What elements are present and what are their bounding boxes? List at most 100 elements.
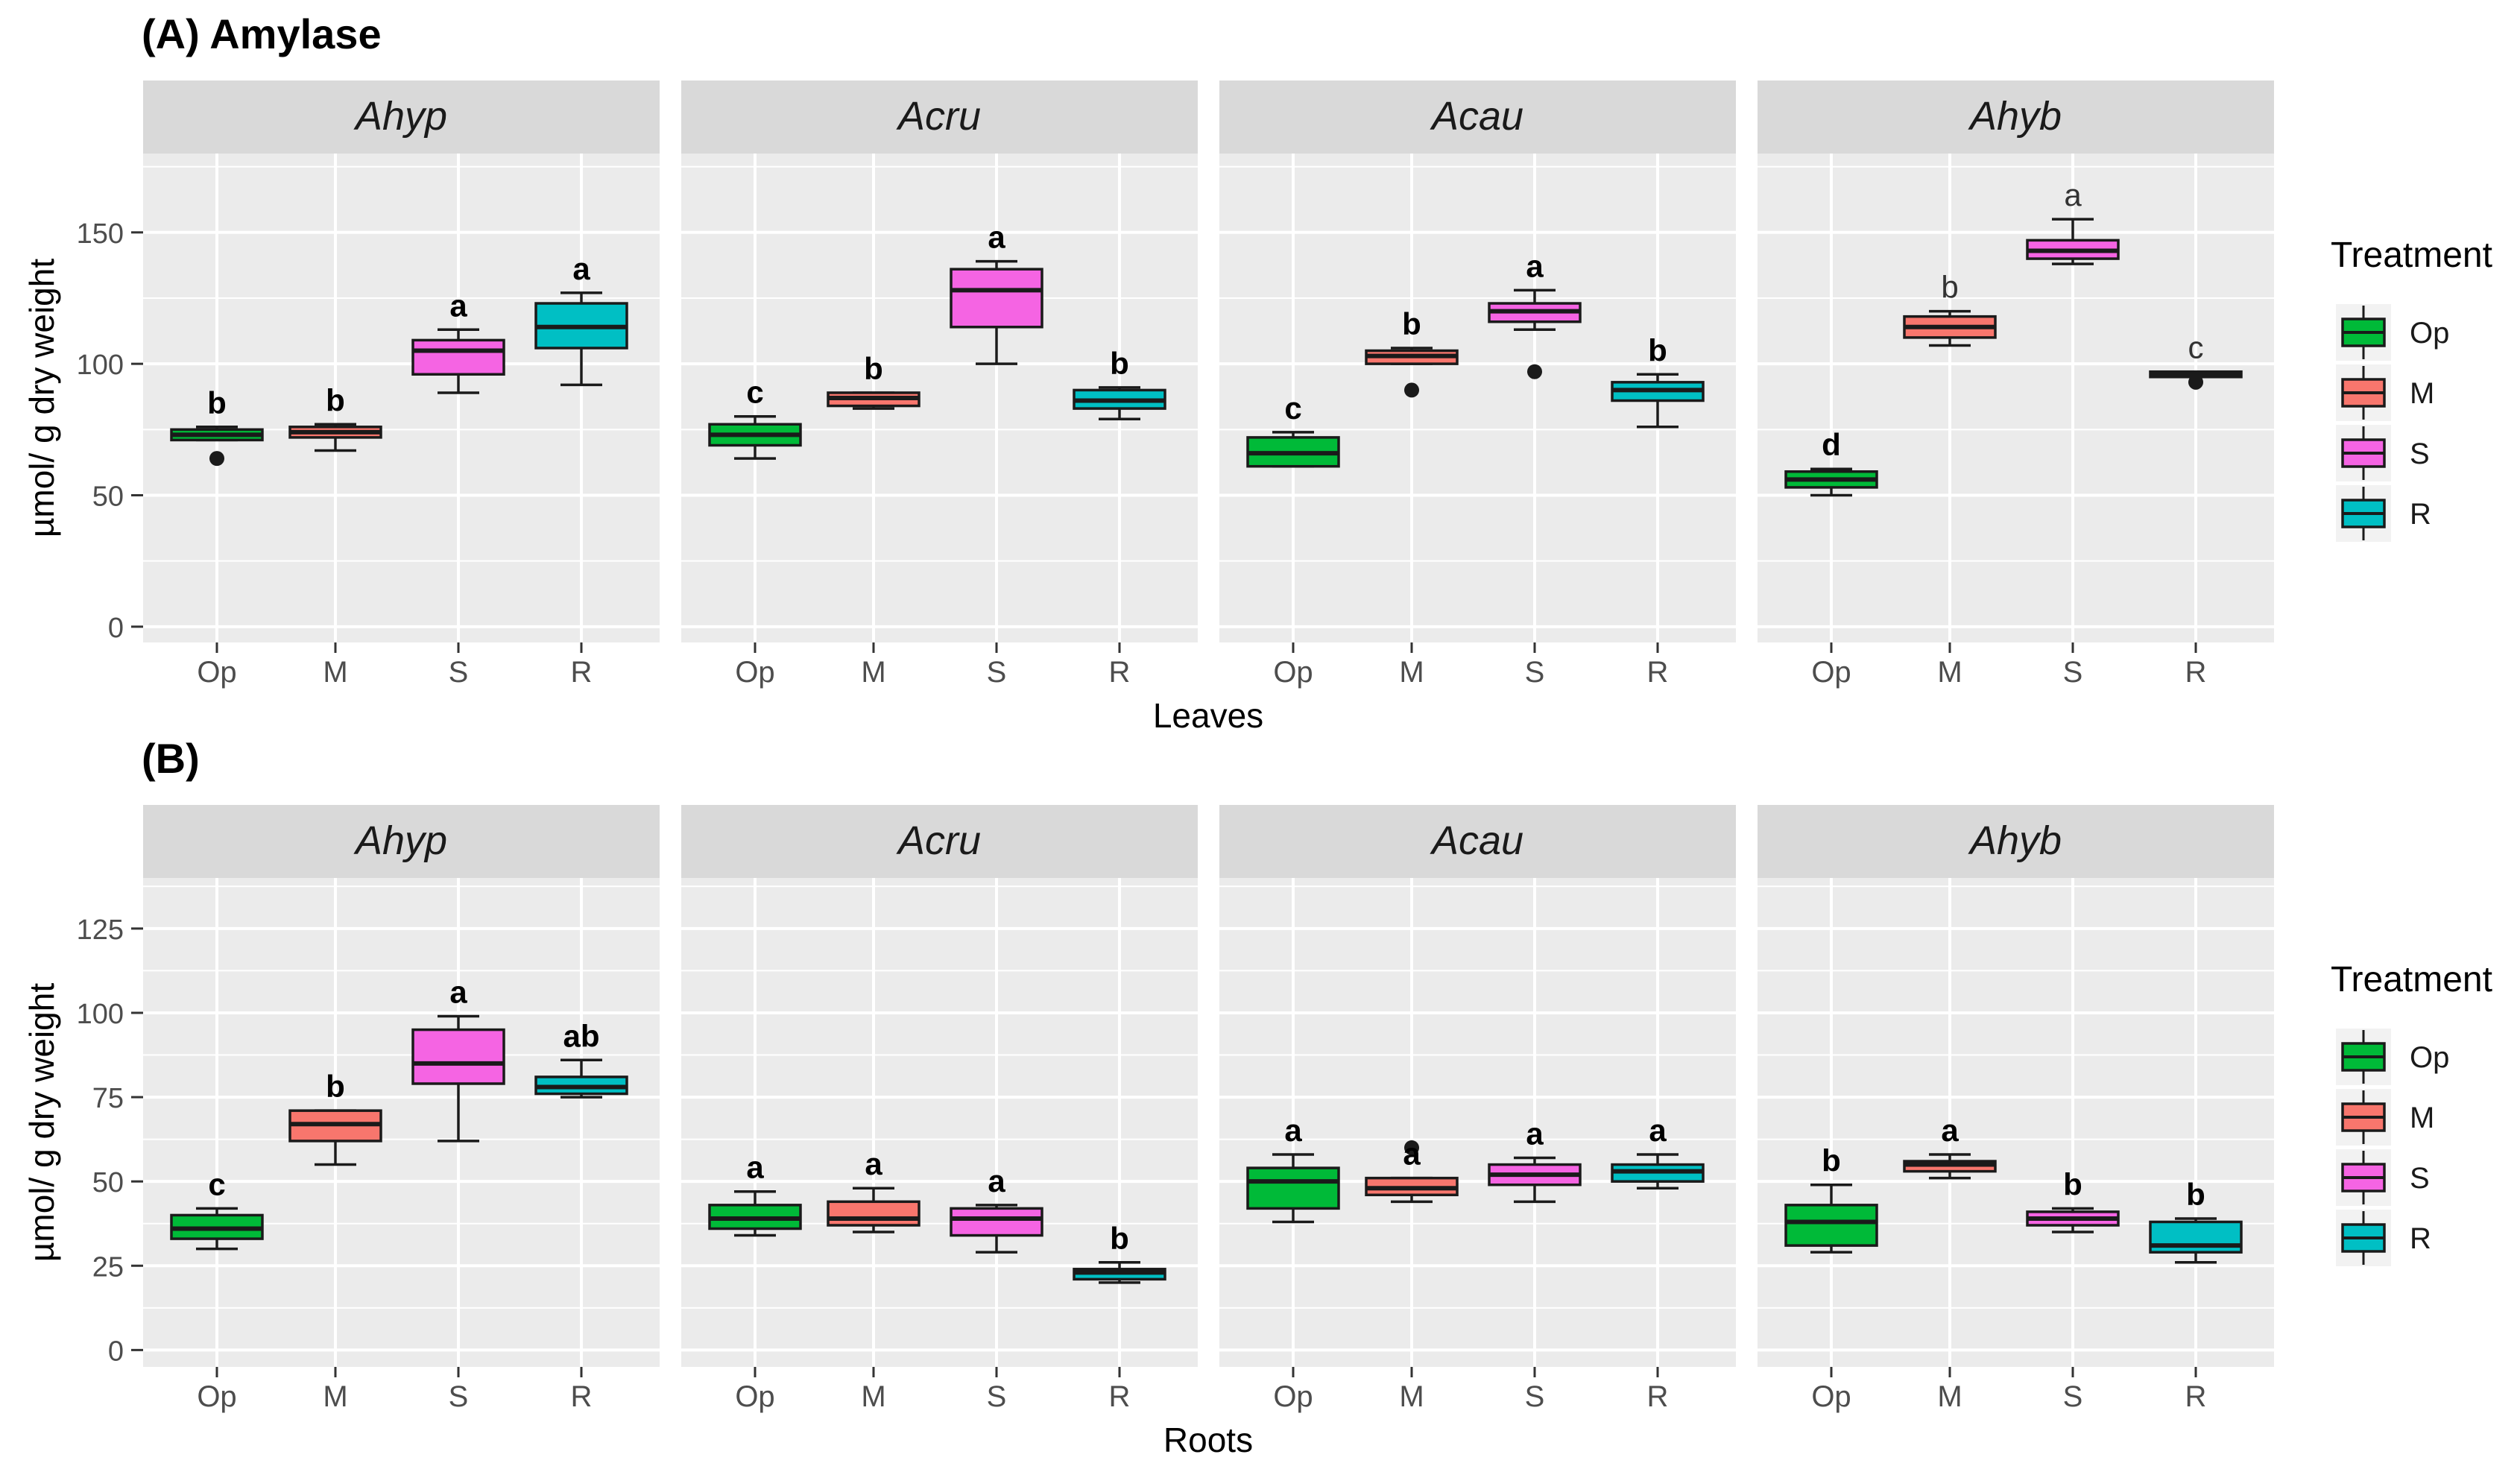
significance-letter: a [1526,248,1544,283]
facet-strip [143,805,660,878]
x-tick-label: Op [197,1380,236,1413]
significance-letter: b [1110,346,1129,381]
significance-letter: c [1284,391,1301,426]
box-s: a [1488,1116,1582,1204]
facet-strip [681,805,1198,878]
box-op: c [170,1166,264,1251]
significance-letter: b [326,382,345,417]
x-tick-label: Op [1811,656,1851,689]
box-r: b [1611,332,1705,429]
box-m: b [288,1069,382,1166]
y-tick-label: 0 [108,1336,124,1367]
box-s: b [2026,1166,2120,1233]
x-tick-label: Op [735,1380,774,1413]
legend-label: S [2410,437,2430,470]
box-iqr [950,268,1043,329]
x-tick-label: S [2063,1380,2083,1413]
x-tick-label: S [449,1380,469,1413]
x-axis-label: Roots [1163,1421,1253,1459]
significance-letter: a [449,288,467,323]
x-tick-label: Op [1811,1380,1851,1413]
facet-acru: Acru c b a b Op M S R [681,80,1198,689]
box-m: a [827,1146,920,1233]
facet-ahyp: Ahyp c b a ab Op M S R [143,805,660,1413]
y-tick-label: 50 [92,481,124,512]
box-op: c [708,375,802,460]
significance-letter: b [207,385,227,420]
significance-letter: a [1284,1113,1302,1148]
box-op: a [1246,1113,1340,1224]
box-op: b [170,385,264,467]
significance-letter: a [449,974,467,1009]
legend-label: Op [2410,1041,2449,1074]
legend-label: M [2410,1102,2434,1134]
x-tick-label: R [1647,656,1669,689]
box-r: b [1073,346,1166,420]
panel-background [143,878,660,1367]
legend-label: S [2410,1162,2430,1195]
box-r: b [2149,1177,2243,1264]
y-tick-label: 0 [108,613,124,644]
significance-letter: a [746,1150,764,1185]
box-r: a [1611,1113,1705,1190]
facet-strip-label: Ahyp [353,94,447,139]
y-tick-label: 100 [77,999,124,1030]
significance-letter: b [326,1069,345,1104]
box-m: b [288,382,382,452]
x-tick-label: R [1109,1380,1131,1413]
facet-ahyp: Ahyp b b a a Op M S R [143,80,660,689]
x-tick-label: S [449,656,469,689]
facet-acau: Acau c b a b Op M S R [1219,80,1736,689]
x-tick-label: Op [735,656,774,689]
significance-letter: c [208,1166,225,1201]
box-s: a [2026,177,2120,265]
x-tick-label: M [323,1380,347,1413]
x-tick-label: M [323,656,347,689]
y-tick-label: 125 [77,914,124,946]
legend-label: R [2410,498,2431,531]
y-tick-label: 100 [77,350,124,381]
box-s: a [950,1163,1043,1254]
significance-letter: c [2188,330,2204,365]
significance-letter: a [865,1146,882,1181]
y-tick-label: 75 [92,1083,124,1114]
box-r: c [2149,330,2243,390]
box-iqr [827,1200,920,1227]
x-tick-label: S [987,656,1007,689]
facet-strip-label: Acru [896,818,981,863]
x-tick-label: R [1109,656,1131,689]
facet-strip-label: Ahyp [353,818,447,863]
box-op: b [1784,1143,1878,1254]
x-tick-label: M [861,656,885,689]
x-tick-label: M [1399,656,1424,689]
x-tick-label: M [1937,656,1962,689]
box-m: a [1365,1137,1459,1204]
facet-strip-label: Acru [896,94,981,139]
facet-strip-label: Acau [1430,94,1523,139]
chart-title: (A) Amylase [142,10,382,57]
panel-background [1219,878,1736,1367]
x-tick-label: R [2185,1380,2207,1413]
y-axis-label: µmol/ g dry weight [22,983,61,1262]
outlier-point [2188,374,2203,390]
box-m: a [1903,1113,1997,1180]
significance-letter: b [2186,1177,2205,1212]
x-tick-label: Op [197,656,236,689]
box-op: a [708,1150,802,1237]
legend-label: Op [2410,317,2449,350]
facet-strip-label: Ahyb [1968,818,2062,863]
y-axis-label: µmol/ g dry weight [22,259,61,537]
panel-background [681,878,1198,1367]
significance-letter: c [746,375,763,410]
x-tick-label: S [2063,656,2083,689]
box-iqr [950,1207,1043,1237]
facet-ahyb: Ahyb d b a c Op M S R [1758,80,2274,689]
facet-ahyb: Ahyb b a b b Op M S R [1758,805,2274,1413]
x-tick-label: S [987,1380,1007,1413]
y-tick-label: 150 [77,218,124,250]
box-s: a [411,288,505,394]
significance-letter: a [1526,1116,1544,1151]
box-op: c [1246,391,1340,468]
legend: Treatment Op MSR [2331,960,2492,1266]
